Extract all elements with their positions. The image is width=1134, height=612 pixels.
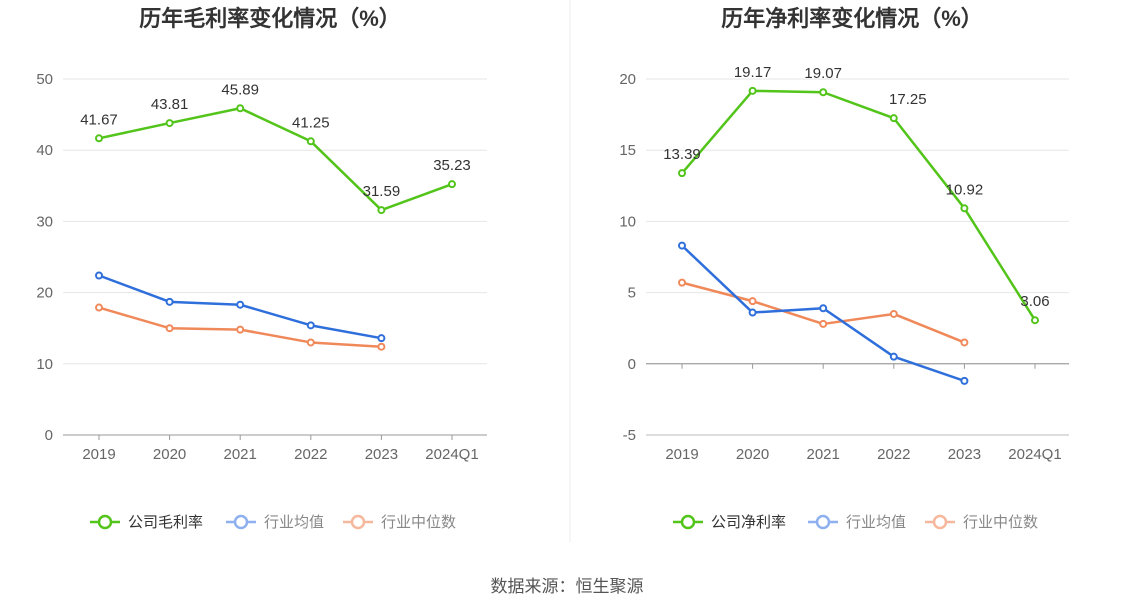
legend-item[interactable]: 行业中位数: [343, 514, 456, 531]
data-label: 13.39: [663, 146, 701, 163]
x-tick-label: 2019: [665, 446, 698, 463]
legend-label: 公司净利率: [711, 514, 786, 531]
data-point[interactable]: [748, 86, 757, 95]
y-tick-label: 20: [619, 71, 636, 88]
data-point[interactable]: [678, 278, 686, 287]
legend-swatch-marker: [350, 514, 366, 530]
data-point[interactable]: [306, 321, 315, 330]
data-point[interactable]: [748, 297, 757, 306]
data-point[interactable]: [95, 134, 103, 143]
data-label: 17.25: [889, 91, 927, 108]
legend-label: 行业均值: [264, 514, 324, 531]
y-tick-label: 50: [36, 71, 53, 88]
legend-item[interactable]: 行业均值: [226, 514, 324, 531]
y-tick-label: 20: [36, 285, 53, 302]
data-point[interactable]: [678, 169, 686, 178]
legend-item[interactable]: 行业中位数: [925, 514, 1038, 531]
data-label: 3.06: [1020, 293, 1049, 310]
data-label: 35.23: [433, 157, 471, 174]
data-label: 41.25: [292, 114, 330, 131]
legend-label: 公司毛利率: [128, 514, 203, 531]
data-label: 41.67: [80, 111, 118, 128]
series-line: [681, 281, 965, 344]
series-line: [681, 244, 965, 383]
x-tick-label: 2021: [224, 446, 257, 463]
data-point[interactable]: [306, 338, 315, 347]
data-label: 10.92: [946, 181, 984, 198]
data-point[interactable]: [165, 297, 174, 306]
y-tick-label: 0: [628, 356, 636, 373]
data-point[interactable]: [165, 119, 174, 128]
series-line: [98, 107, 453, 212]
legend-swatch-marker: [815, 514, 831, 530]
data-point[interactable]: [1031, 316, 1039, 325]
data-point[interactable]: [95, 271, 103, 280]
x-tick-label: 2021: [807, 446, 840, 463]
data-point[interactable]: [819, 319, 828, 328]
data-point[interactable]: [889, 309, 898, 318]
chart-title: 历年毛利率变化情况（%）: [139, 6, 401, 31]
data-point[interactable]: [748, 308, 757, 317]
x-tick-label: 2022: [877, 446, 910, 463]
data-point[interactable]: [377, 342, 386, 351]
y-tick-label: -5: [623, 427, 636, 444]
data-point[interactable]: [960, 204, 969, 213]
legend-item[interactable]: 公司净利率: [673, 514, 786, 531]
legend-label: 行业中位数: [381, 514, 456, 531]
legend-label: 行业均值: [846, 514, 906, 531]
x-tick-label: 2022: [294, 446, 327, 463]
y-tick-label: 0: [45, 427, 53, 444]
chart-title: 历年净利率变化情况（%）: [721, 6, 983, 31]
data-point[interactable]: [960, 376, 969, 385]
y-tick-label: 15: [619, 142, 636, 159]
data-label: 19.07: [804, 65, 842, 82]
data-label: 31.59: [363, 183, 401, 200]
data-point[interactable]: [95, 303, 103, 312]
data-point[interactable]: [306, 137, 315, 146]
y-tick-label: 40: [36, 142, 53, 159]
chart-panel-2: 历年净利率变化情况（%） -5 0 5 10 15 20 2019 2020 2021 2022 20…: [619, 6, 1069, 531]
data-point[interactable]: [377, 334, 386, 343]
legend-swatch-marker: [680, 514, 696, 530]
data-point[interactable]: [165, 324, 174, 333]
data-point[interactable]: [236, 300, 245, 309]
data-label: 19.17: [734, 64, 772, 81]
data-point[interactable]: [377, 206, 386, 215]
x-tick-label: 2024Q1: [425, 446, 478, 463]
y-tick-label: 10: [619, 213, 636, 230]
legend-item[interactable]: 公司毛利率: [90, 514, 203, 531]
x-tick-label: 2020: [153, 446, 186, 463]
legend-swatch-marker: [97, 514, 113, 530]
data-point[interactable]: [678, 241, 686, 250]
source-note: 数据来源：恒生聚源: [491, 577, 644, 596]
x-tick-label: 2023: [365, 446, 398, 463]
x-tick-label: 2019: [82, 446, 115, 463]
data-point[interactable]: [236, 325, 245, 334]
x-tick-label: 2023: [948, 446, 981, 463]
series-line: [681, 89, 1037, 321]
x-tick-label: 2024Q1: [1008, 446, 1061, 463]
data-point[interactable]: [236, 104, 245, 113]
legend-swatch-marker: [233, 514, 249, 530]
data-point[interactable]: [889, 352, 898, 361]
legend-item[interactable]: 行业均值: [808, 514, 906, 531]
y-tick-label: 5: [628, 285, 636, 302]
data-point[interactable]: [448, 180, 456, 189]
y-tick-label: 10: [36, 356, 53, 373]
data-label: 45.89: [221, 81, 259, 98]
legend-swatch-marker: [932, 514, 948, 530]
data-point[interactable]: [889, 114, 898, 123]
data-label: 43.81: [151, 96, 189, 113]
data-point[interactable]: [819, 304, 828, 313]
chart-panel-1: 历年毛利率变化情况（%） 0 10 20 30 40 50 2019 2020 2021 2022 2…: [36, 6, 487, 531]
data-point[interactable]: [819, 88, 828, 97]
x-tick-label: 2020: [736, 446, 769, 463]
legend-label: 行业中位数: [963, 514, 1038, 531]
y-tick-label: 30: [36, 213, 53, 230]
data-point[interactable]: [960, 338, 969, 347]
